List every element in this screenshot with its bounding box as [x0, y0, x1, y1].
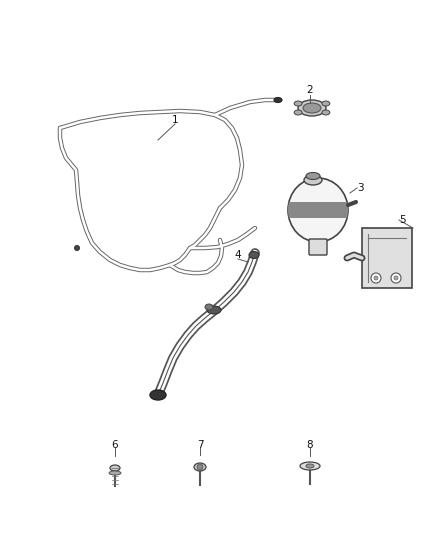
- Circle shape: [391, 273, 401, 283]
- Text: 5: 5: [399, 215, 405, 225]
- Ellipse shape: [110, 465, 120, 471]
- Ellipse shape: [298, 100, 326, 116]
- Text: 7: 7: [197, 440, 203, 450]
- Bar: [288, 202, 348, 218]
- FancyBboxPatch shape: [362, 228, 412, 288]
- Text: 4: 4: [235, 250, 241, 260]
- Text: 1: 1: [172, 115, 178, 125]
- Ellipse shape: [205, 304, 213, 310]
- Ellipse shape: [150, 390, 166, 400]
- Ellipse shape: [303, 103, 321, 113]
- FancyBboxPatch shape: [309, 239, 327, 255]
- Ellipse shape: [294, 110, 302, 115]
- Ellipse shape: [306, 464, 314, 468]
- Ellipse shape: [207, 306, 221, 314]
- Ellipse shape: [194, 463, 206, 471]
- Ellipse shape: [294, 101, 302, 106]
- Text: 6: 6: [112, 440, 118, 450]
- Ellipse shape: [74, 246, 80, 251]
- Ellipse shape: [109, 471, 121, 475]
- Text: 8: 8: [307, 440, 313, 450]
- Ellipse shape: [249, 252, 259, 259]
- Circle shape: [197, 464, 203, 470]
- Ellipse shape: [300, 462, 320, 470]
- Text: 3: 3: [357, 183, 363, 193]
- Circle shape: [394, 276, 398, 280]
- Ellipse shape: [322, 101, 330, 106]
- Text: 2: 2: [307, 85, 313, 95]
- Ellipse shape: [304, 175, 322, 185]
- Circle shape: [371, 273, 381, 283]
- Ellipse shape: [274, 98, 282, 102]
- Ellipse shape: [322, 110, 330, 115]
- Circle shape: [374, 276, 378, 280]
- Ellipse shape: [288, 178, 348, 242]
- Ellipse shape: [306, 173, 320, 180]
